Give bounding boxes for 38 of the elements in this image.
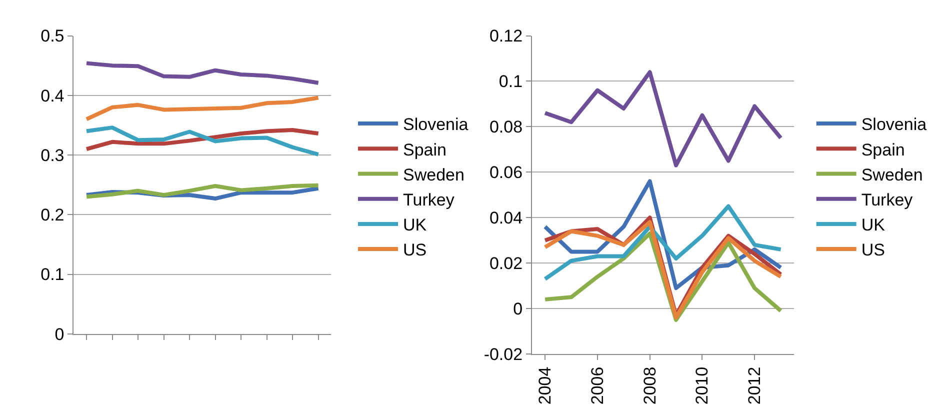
- y-tick-label: 0: [513, 299, 523, 318]
- x-tick-label: 2004: [536, 366, 555, 405]
- legend-label: Turkey: [403, 190, 455, 210]
- y-tick-label: 0.3: [40, 146, 64, 165]
- line-series: [84, 61, 320, 85]
- legend-label: US: [861, 240, 885, 260]
- line-series: [84, 96, 320, 122]
- y-tick-label: 0.04: [489, 208, 523, 228]
- legend-label: UK: [861, 216, 886, 235]
- legend-label: Sweden: [861, 165, 923, 184]
- y-tick-label: 0.06: [489, 163, 523, 182]
- y-tick-label: 0.02: [489, 254, 523, 274]
- line-series: [543, 70, 783, 168]
- line-series: [84, 128, 320, 152]
- y-tick-label: 0: [54, 324, 64, 344]
- y-tick-label: 0.1: [40, 265, 64, 284]
- legend-label: Slovenia: [403, 115, 469, 134]
- legend-label: UK: [403, 216, 428, 235]
- line-series: [543, 204, 783, 281]
- y-tick-label: -0.02: [484, 344, 523, 364]
- line-series: [84, 126, 320, 156]
- y-tick-label: 0.08: [489, 118, 523, 137]
- y-tick-label: 0.4: [40, 86, 64, 106]
- legend-label: Slovenia: [861, 115, 928, 134]
- legend-label: Spain: [861, 140, 905, 160]
- x-tick-label: 2010: [692, 366, 712, 405]
- line-series: [84, 183, 320, 199]
- legend-label: Turkey: [861, 190, 914, 210]
- legend-label: Sweden: [403, 165, 464, 184]
- y-tick-label: 0.1: [498, 72, 523, 92]
- x-tick-label: 2012: [745, 366, 764, 405]
- y-tick-label: 0.5: [40, 26, 64, 46]
- y-tick-label: 0.12: [489, 26, 523, 46]
- x-tick-label: 2008: [640, 366, 660, 405]
- y-tick-label: 0.2: [40, 206, 64, 225]
- x-tick-label: 2006: [588, 366, 607, 405]
- legend-label: Spain: [403, 140, 446, 160]
- legend-label: US: [403, 240, 427, 260]
